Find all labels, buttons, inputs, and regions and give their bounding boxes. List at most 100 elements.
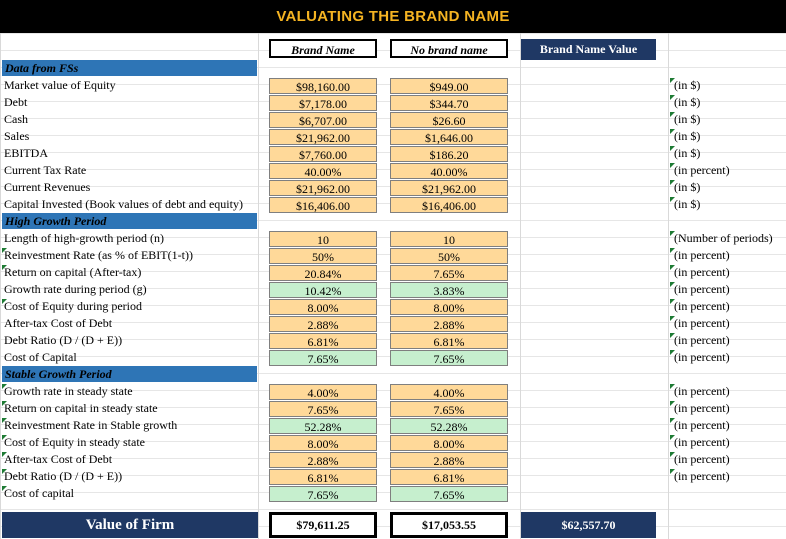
brand-name-cell[interactable]: 6.81% <box>269 333 377 349</box>
brand-name-cell[interactable]: 4.00% <box>269 384 377 400</box>
comment-indicator-icon <box>670 265 675 270</box>
no-brand-name-cell[interactable]: 7.65% <box>390 265 508 281</box>
unit-label: (in percent) <box>674 282 730 296</box>
comment-indicator-icon <box>670 129 675 134</box>
unit-label: (in percent) <box>674 265 730 279</box>
row-label: Cash <box>4 112 28 126</box>
error-indicator-icon <box>2 486 7 491</box>
brand-name-cell[interactable]: 7.65% <box>269 401 377 417</box>
no-brand-name-cell[interactable]: $16,406.00 <box>390 197 508 213</box>
brand-name-cell[interactable]: 52.28% <box>269 418 377 434</box>
comment-indicator-icon <box>670 197 675 202</box>
brand-name-cell[interactable]: 40.00% <box>269 163 377 179</box>
unit-label: (in percent) <box>674 384 730 398</box>
comment-indicator-icon <box>670 163 675 168</box>
unit-label: (in $) <box>674 78 701 92</box>
row-label: Debt <box>4 95 28 109</box>
unit-label: (in percent) <box>674 452 730 466</box>
unit-label: (in percent) <box>674 401 730 415</box>
no-brand-name-cell[interactable]: $21,962.00 <box>390 180 508 196</box>
error-indicator-icon <box>2 435 7 440</box>
column-divider <box>520 33 521 539</box>
brand-name-cell[interactable]: 8.00% <box>269 435 377 451</box>
no-brand-name-cell[interactable]: $949.00 <box>390 78 508 94</box>
no-brand-name-cell[interactable]: $344.70 <box>390 95 508 111</box>
brand-name-cell[interactable]: $7,178.00 <box>269 95 377 111</box>
value-of-firm-brand[interactable]: $79,611.25 <box>269 512 377 538</box>
comment-indicator-icon <box>670 469 675 474</box>
brand-name-cell[interactable]: 8.00% <box>269 299 377 315</box>
brand-name-cell[interactable]: 2.88% <box>269 316 377 332</box>
unit-label: (in $) <box>674 197 701 211</box>
no-brand-name-cell[interactable]: 6.81% <box>390 333 508 349</box>
row-label: Cost of Capital <box>4 350 77 364</box>
comment-indicator-icon <box>670 112 675 117</box>
error-indicator-icon <box>2 384 7 389</box>
brand-name-cell[interactable]: $16,406.00 <box>269 197 377 213</box>
no-brand-name-cell[interactable]: 4.00% <box>390 384 508 400</box>
brand-name-cell[interactable]: 2.88% <box>269 452 377 468</box>
brand-name-cell[interactable]: 50% <box>269 248 377 264</box>
brand-name-cell[interactable]: $21,962.00 <box>269 180 377 196</box>
section-header: Stable Growth Period <box>2 366 257 382</box>
row-label: Cost of capital <box>4 486 74 500</box>
row-label: Market value of Equity <box>4 78 116 92</box>
brand-name-cell[interactable]: $6,707.00 <box>269 112 377 128</box>
no-brand-name-cell[interactable]: 10 <box>390 231 508 247</box>
brand-name-cell[interactable]: $21,962.00 <box>269 129 377 145</box>
no-brand-name-cell[interactable]: 6.81% <box>390 469 508 485</box>
no-brand-name-cell[interactable]: $1,646.00 <box>390 129 508 145</box>
header-brand-name[interactable]: Brand Name <box>269 39 377 58</box>
no-brand-name-cell[interactable]: 8.00% <box>390 299 508 315</box>
row-label: After-tax Cost of Debt <box>4 316 113 330</box>
section-header: Data from FSs <box>2 60 257 76</box>
error-indicator-icon <box>2 401 7 406</box>
no-brand-name-cell[interactable]: 3.83% <box>390 282 508 298</box>
brand-name-cell[interactable]: 10 <box>269 231 377 247</box>
unit-label: (in percent) <box>674 316 730 330</box>
no-brand-name-cell[interactable]: 2.88% <box>390 452 508 468</box>
unit-label: (in percent) <box>674 418 730 432</box>
no-brand-name-cell[interactable]: 7.65% <box>390 350 508 366</box>
error-indicator-icon <box>2 265 7 270</box>
column-divider <box>668 33 669 539</box>
brand-name-cell[interactable]: 6.81% <box>269 469 377 485</box>
comment-indicator-icon <box>670 333 675 338</box>
unit-label: (in percent) <box>674 248 730 262</box>
row-label: Current Tax Rate <box>4 163 87 177</box>
brand-name-cell[interactable]: 20.84% <box>269 265 377 281</box>
row-label: Return on capital (After-tax) <box>4 265 142 279</box>
no-brand-name-cell[interactable]: 8.00% <box>390 435 508 451</box>
no-brand-name-cell[interactable]: 50% <box>390 248 508 264</box>
header-no-brand-name[interactable]: No brand name <box>390 39 508 58</box>
comment-indicator-icon <box>670 452 675 457</box>
comment-indicator-icon <box>670 384 675 389</box>
row-label: Capital Invested (Book values of debt an… <box>4 197 243 211</box>
brand-name-value-result[interactable]: $62,557.70 <box>521 512 656 538</box>
no-brand-name-cell[interactable]: 40.00% <box>390 163 508 179</box>
comment-indicator-icon <box>670 95 675 100</box>
brand-name-cell[interactable]: $98,160.00 <box>269 78 377 94</box>
comment-indicator-icon <box>670 231 675 236</box>
value-of-firm-no-brand[interactable]: $17,053.55 <box>390 512 508 538</box>
unit-label: (in $) <box>674 129 701 143</box>
unit-label: (in $) <box>674 180 701 194</box>
no-brand-name-cell[interactable]: 7.65% <box>390 401 508 417</box>
no-brand-name-cell[interactable]: 7.65% <box>390 486 508 502</box>
error-indicator-icon <box>2 248 7 253</box>
brand-name-cell[interactable]: $7,760.00 <box>269 146 377 162</box>
row-label: EBITDA <box>4 146 48 160</box>
no-brand-name-cell[interactable]: 2.88% <box>390 316 508 332</box>
comment-indicator-icon <box>670 146 675 151</box>
no-brand-name-cell[interactable]: $186.20 <box>390 146 508 162</box>
unit-label: (in percent) <box>674 163 730 177</box>
no-brand-name-cell[interactable]: $26.60 <box>390 112 508 128</box>
header-brand-name-value[interactable]: Brand Name Value <box>521 39 656 60</box>
row-label: Reinvestment Rate (as % of EBIT(1-t)) <box>4 248 193 262</box>
no-brand-name-cell[interactable]: 52.28% <box>390 418 508 434</box>
brand-name-cell[interactable]: 7.65% <box>269 486 377 502</box>
unit-label: (in $) <box>674 112 701 126</box>
brand-name-cell[interactable]: 7.65% <box>269 350 377 366</box>
brand-name-cell[interactable]: 10.42% <box>269 282 377 298</box>
row-label: Cost of Equity during period <box>4 299 142 313</box>
